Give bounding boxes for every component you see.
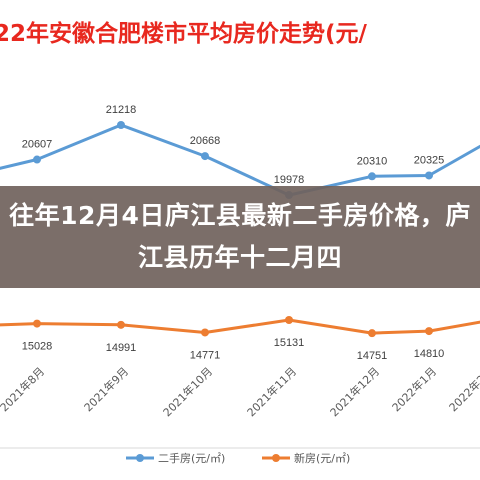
data-point [33, 155, 41, 164]
lines-layer: 20607 21218 20668 19978 20310 20325 15028 14991… [0, 104, 480, 362]
data-label: 21218 [106, 104, 137, 116]
data-label: 20607 [22, 139, 53, 151]
legend-swatch-marker [272, 454, 280, 462]
data-label: 20310 [357, 155, 388, 167]
chart-title: 22年安徽合肥楼市平均房价走势(元/ [0, 20, 368, 47]
series-line-1 [0, 123, 480, 197]
data-point [117, 320, 125, 329]
data-label: 20325 [414, 154, 445, 166]
legend: 二手房(元/㎡) 新房(元/㎡) [126, 451, 350, 465]
headline-banner: 往年12月4日庐江县最新二手房价格，庐江县历年十二月四 [0, 186, 480, 288]
data-point [33, 319, 41, 328]
data-point [117, 121, 125, 129]
data-point [368, 172, 376, 181]
data-label: 19978 [274, 174, 305, 186]
data-label: 14810 [414, 348, 445, 360]
legend-label: 新房(元/㎡) [294, 451, 350, 465]
data-point [425, 171, 433, 180]
data-point [201, 152, 209, 161]
legend-item-2: 新房(元/㎡) [262, 451, 350, 465]
data-point [285, 316, 293, 324]
data-label: 14771 [190, 349, 221, 361]
legend-label: 二手房(元/㎡) [158, 451, 225, 465]
headline-text: 往年12月4日庐江县最新二手房价格，庐江县历年十二月四 [9, 201, 471, 272]
data-point [201, 328, 209, 337]
data-point [368, 329, 376, 338]
series-line-2 [0, 318, 480, 335]
data-label: 14751 [357, 350, 388, 362]
data-label: 15131 [274, 337, 305, 349]
legend-swatch-marker [136, 454, 144, 462]
data-label: 15028 [22, 341, 53, 353]
data-label: 20668 [190, 135, 221, 147]
data-point [425, 327, 433, 336]
data-label: 14991 [106, 342, 137, 354]
series-2: 15028 14991 14771 15131 14751 14810 [0, 316, 480, 362]
legend-item-1: 二手房(元/㎡) [126, 451, 225, 465]
series-1: 20607 21218 20668 19978 20310 20325 [0, 104, 480, 200]
